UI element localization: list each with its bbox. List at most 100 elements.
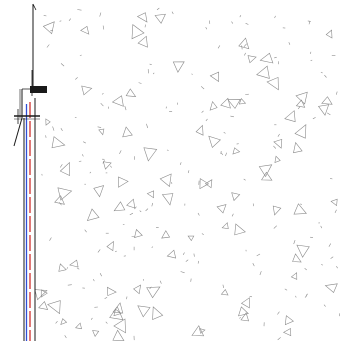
hatch-dash [84,229,87,233]
hatch-triangle [146,286,161,299]
hatch-dash [97,249,101,253]
hatch-triangle [266,76,279,91]
hatch-triangle [259,52,274,64]
hatch-triangle [282,327,292,337]
hatch-triangle [159,173,172,188]
hatch-triangle [274,155,281,163]
hatch-dash [259,271,262,276]
hatch-dash [67,284,72,286]
hatch-triangle [208,135,221,149]
hatch-dash [284,288,288,291]
hatch-triangle [295,91,308,105]
hatch-dash [171,11,174,15]
hatch-dash [43,15,47,17]
hatch-dash [110,165,112,168]
hatch-triangle [34,289,48,301]
hatch-triangle [294,124,307,139]
hatch-dash [180,271,185,274]
hatch-triangle [92,330,100,338]
hatch-triangle [238,306,249,317]
hatch-triangle [292,253,302,263]
hatch-dash [75,77,78,80]
hatch-dash [99,272,102,277]
hatch-triangle [293,203,307,215]
hatch-dash [46,44,50,48]
hatch-dash [273,225,278,229]
hatch-dash [225,152,227,157]
hatch-triangle [172,61,185,73]
hatch-dash [60,128,63,131]
hatch-dash [274,15,276,19]
hatch-triangle [112,329,125,341]
hatch-dash [190,278,192,282]
pipe-clamp [13,109,40,147]
boundary-line [31,3,37,96]
hatch-triangle [109,306,124,321]
hatch-dash [277,337,281,341]
hatch-dash [221,152,224,156]
hatch-dash [126,296,128,300]
hatch-triangle [296,244,310,258]
hatch-triangle [122,126,133,138]
hatch-dash [139,210,142,213]
hatch-dash [90,317,93,320]
hatch-triangle [143,147,158,162]
hatch-triangle [146,190,155,199]
hatch-dash [179,162,182,166]
hatch-triangle [325,29,333,39]
hatch-dash [327,112,331,116]
hatch-triangle [330,198,338,207]
hatch-triangle [111,95,124,107]
hatch-triangle [317,104,330,116]
hatch-dash [59,20,62,22]
hatch-dash [201,233,204,236]
hatch-triangle [51,136,66,149]
hatch-dash [243,178,246,181]
hatch-triangle [131,24,145,40]
hatch-triangle [98,128,105,136]
hatch-dash [239,15,242,18]
hatch-dash [115,250,117,253]
hatch-triangle [220,288,229,296]
hatch-triangle [204,179,213,189]
hatch-dash [205,118,208,122]
hatch-dash [45,135,47,138]
hatch-dash [330,256,334,259]
hatch-dash [185,259,189,262]
hatch-triangle [106,240,114,252]
hatch-triangle [240,297,250,309]
hatch-triangle [47,300,61,315]
hatch-dash [97,126,102,128]
hatch-triangle [240,312,250,322]
hatch-dash [59,202,62,206]
hatch-dash [223,132,226,134]
hatch-dash [312,117,316,120]
hatch-triangle [161,193,174,206]
hatch-dash [76,267,80,270]
hatch-triangle [60,318,68,326]
hatch-dash [142,279,144,281]
hatch-triangle [166,249,177,259]
hatch-triangle [284,110,296,123]
pipe-sleeve [23,98,36,341]
hatch-dash [52,126,55,131]
hatch-triangle [216,204,227,214]
hatch-dash [305,293,309,296]
hatch-dash [200,86,205,90]
hatch-triangle [227,99,241,109]
hatch-dash [295,295,297,298]
hatch-dash [277,133,280,137]
hatch-dash [297,106,301,110]
hatch-pattern [34,7,340,341]
hatch-dash [59,164,63,168]
hatch-triangle [284,315,294,326]
hatch-triangle [113,201,126,212]
hatch-dash [323,304,326,307]
hatch-dash [89,171,92,174]
hatch-triangle [42,21,55,35]
hatch-dash [304,267,307,271]
hatch-triangle [69,259,79,268]
hatch-dash [245,23,249,25]
hatch-triangle [137,35,148,48]
hatch-triangle [154,13,166,24]
